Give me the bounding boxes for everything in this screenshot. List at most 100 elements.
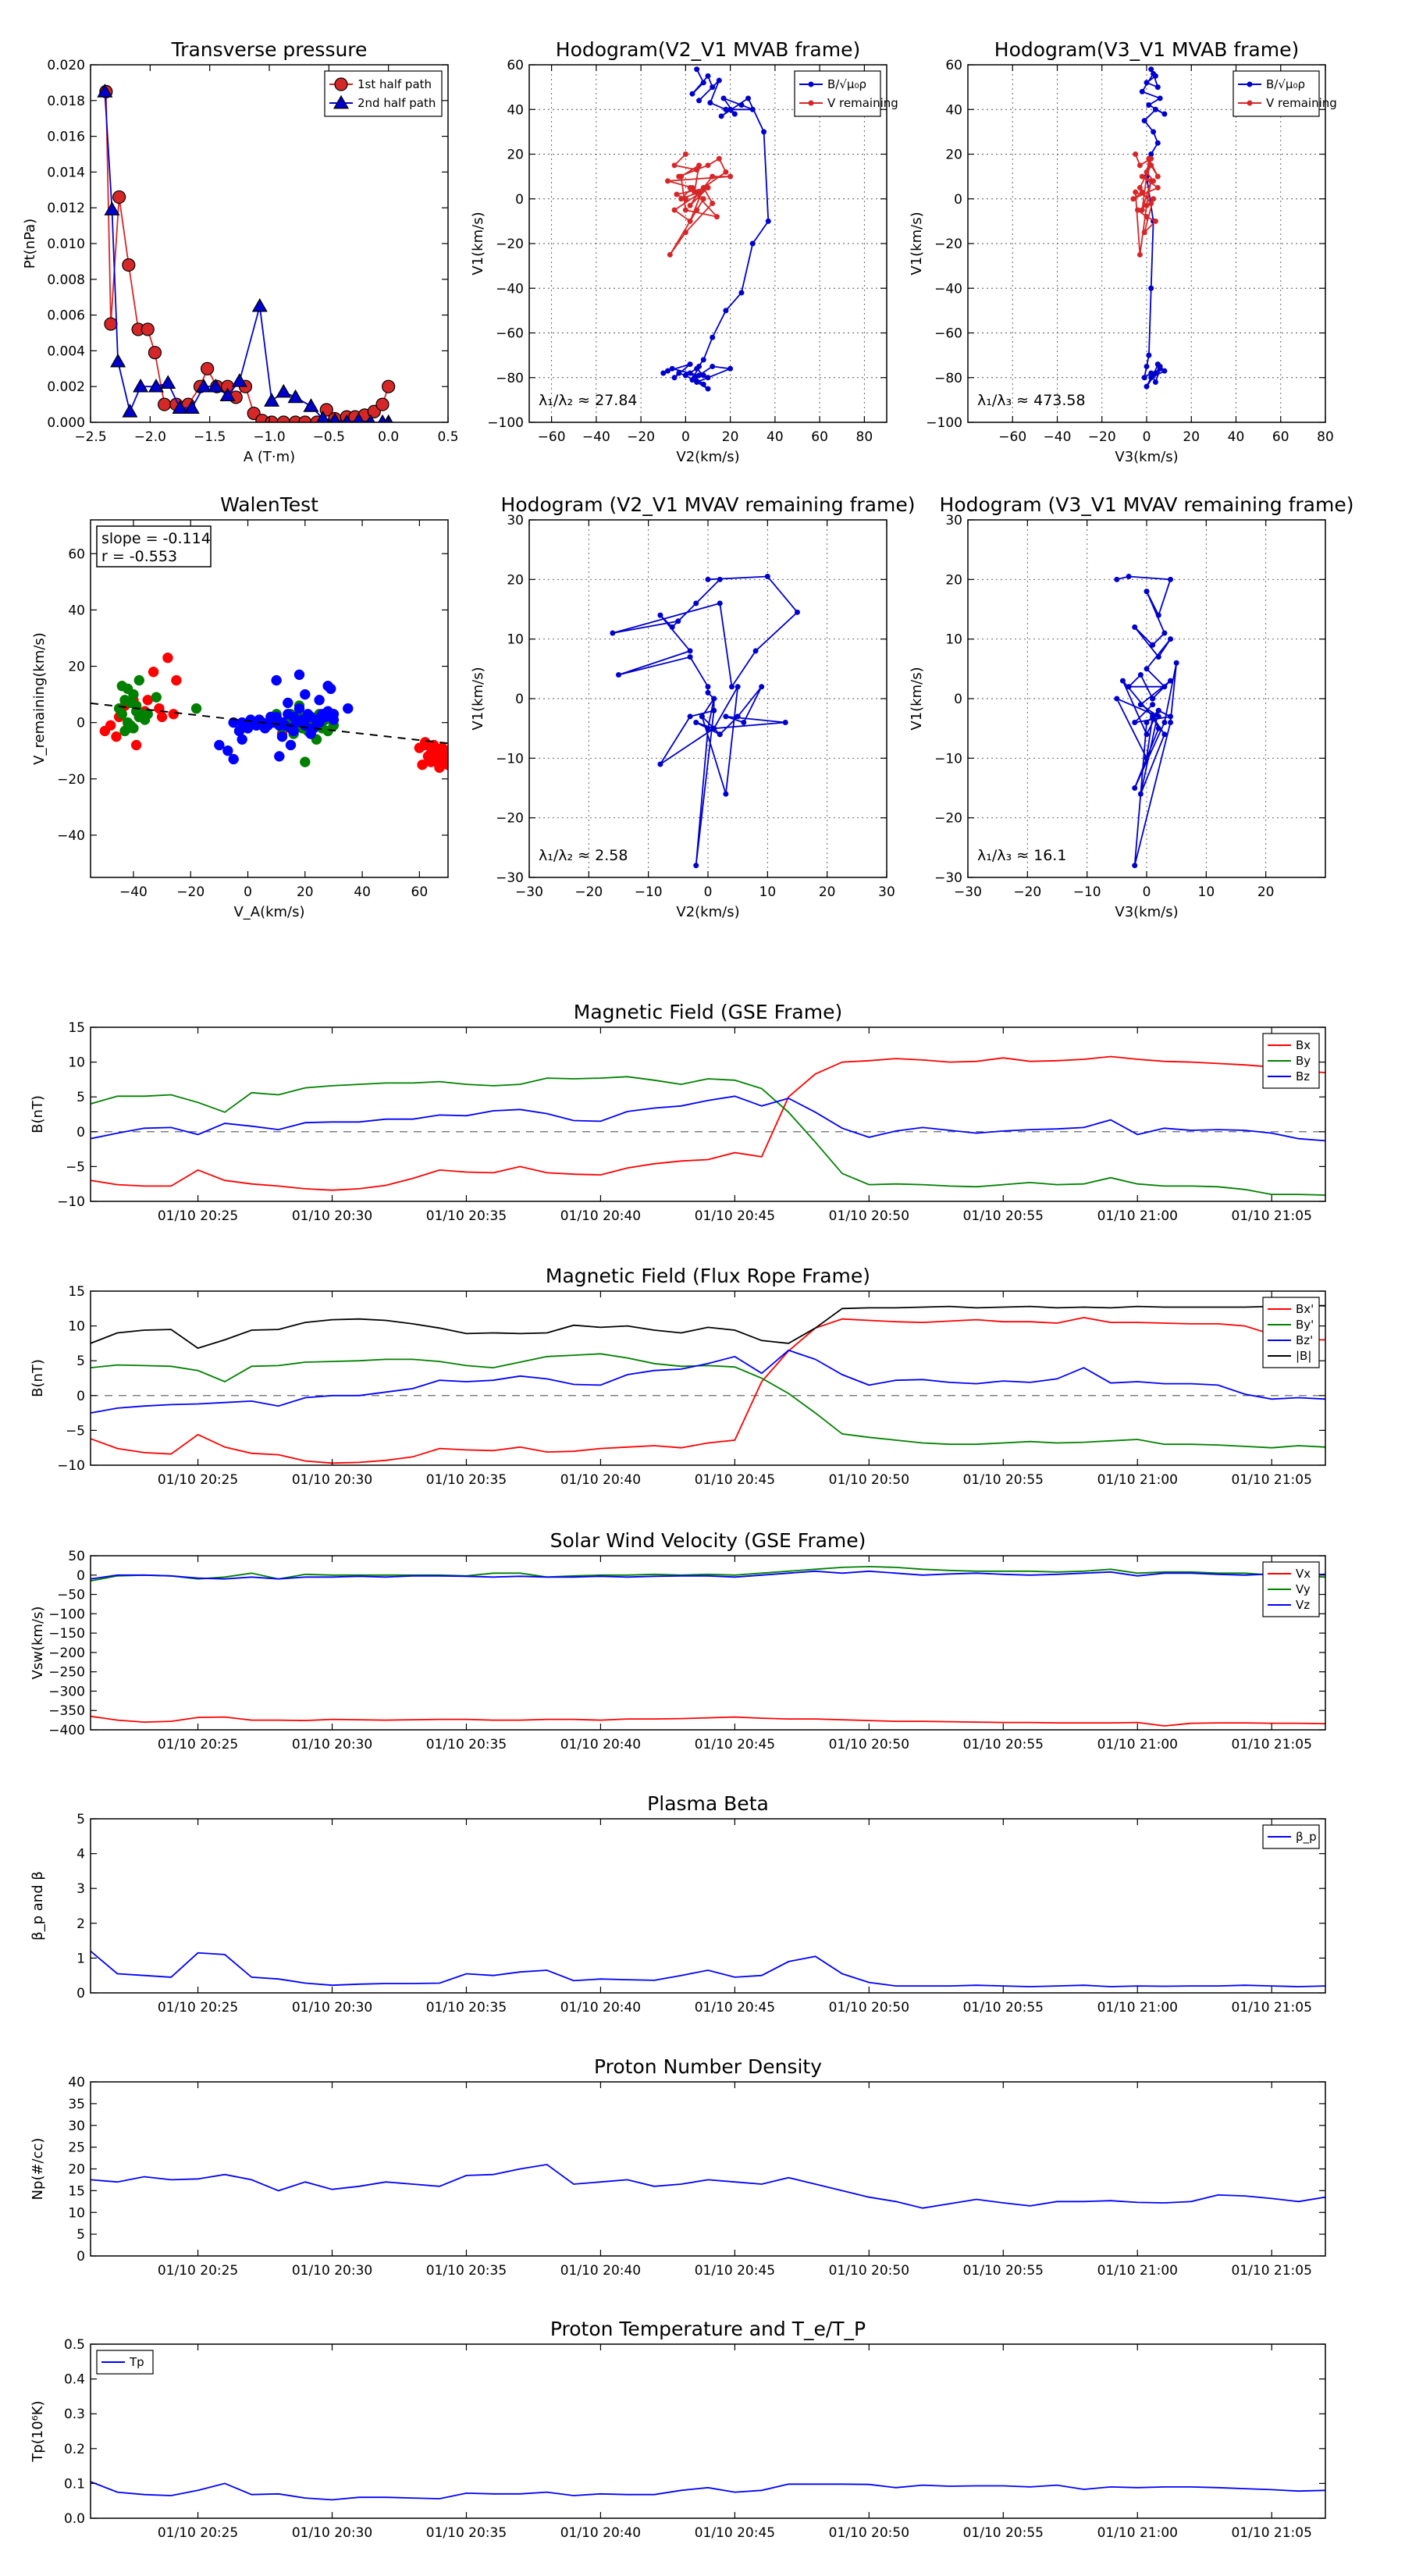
data-point xyxy=(693,720,699,726)
x-tick-label: −0.5 xyxy=(313,429,345,445)
legend-marker xyxy=(333,94,350,109)
data-point xyxy=(439,745,448,756)
y-tick-label: 3 xyxy=(76,1881,85,1897)
y-axis-label: V1(km/s) xyxy=(909,212,925,275)
data-point xyxy=(1168,713,1174,720)
chart-title: Plasma Beta xyxy=(647,1792,769,1815)
data-point xyxy=(116,709,128,720)
x-tick-label: 01/10 20:25 xyxy=(158,2263,238,2279)
data-point xyxy=(682,207,688,213)
x-tick-label: 40 xyxy=(767,429,784,445)
x-tick-label: 01/10 20:50 xyxy=(829,2525,909,2541)
data-point xyxy=(711,707,717,713)
data-point xyxy=(1132,863,1138,869)
data-point xyxy=(342,414,352,422)
y-tick-label: −10 xyxy=(934,751,962,767)
x-tick-label: 10 xyxy=(759,884,777,900)
x-tick-label: 01/10 20:30 xyxy=(292,1208,372,1224)
x-tick-label: 01/10 20:40 xyxy=(560,1208,641,1224)
data-point xyxy=(667,251,673,258)
legend-marker xyxy=(808,100,814,106)
series-line xyxy=(91,1715,1325,1727)
plot-area xyxy=(91,1565,1325,1727)
x-tick-label: −20 xyxy=(1088,429,1116,445)
axes-frame xyxy=(90,1555,1326,1731)
data-point xyxy=(1155,713,1161,720)
data-point xyxy=(700,184,706,190)
y-tick-label: −60 xyxy=(934,326,962,342)
data-point xyxy=(694,66,700,73)
data-point xyxy=(705,386,711,392)
y-tick-label: 0.018 xyxy=(47,94,85,109)
y-tick-label: −80 xyxy=(496,371,524,386)
chart-title: Hodogram (V3_V1 MVAV remaining frame) xyxy=(940,493,1354,516)
x-tick-label: −30 xyxy=(515,884,543,900)
data-point xyxy=(1133,189,1139,195)
x-tick-label: −40 xyxy=(1044,429,1072,445)
y-tick-label: −100 xyxy=(926,415,962,431)
data-point xyxy=(707,100,713,106)
plot-area xyxy=(1114,574,1179,869)
y-tick-label: 0 xyxy=(76,1568,85,1584)
legend-marker xyxy=(1247,100,1253,106)
y-tick-label: 20 xyxy=(945,572,962,588)
data-point xyxy=(1144,214,1150,220)
series-line xyxy=(91,1076,1325,1196)
x-tick-label: 01/10 20:50 xyxy=(829,2000,909,2016)
x-tick-label: 01/10 20:40 xyxy=(560,1472,641,1488)
data-point xyxy=(1146,352,1152,358)
x-tick-label: 01/10 20:30 xyxy=(292,2525,372,2541)
data-point xyxy=(700,357,706,363)
y-tick-label: 0.010 xyxy=(47,237,85,252)
y-tick-label: 0.002 xyxy=(47,379,85,395)
y-axis-label: Pt(nPa) xyxy=(22,219,38,269)
y-tick-label: 30 xyxy=(68,2119,85,2134)
y-tick-label: −40 xyxy=(57,828,85,844)
x-tick-label: 01/10 20:55 xyxy=(963,1472,1044,1488)
data-point xyxy=(664,368,670,374)
data-point xyxy=(1133,151,1139,157)
legend-marker xyxy=(1247,81,1253,87)
x-tick-label: 01/10 20:50 xyxy=(829,1737,909,1752)
data-point xyxy=(616,671,621,678)
x-tick-label: 01/10 21:00 xyxy=(1097,1472,1178,1488)
data-point xyxy=(276,731,288,742)
x-tick-label: 01/10 20:55 xyxy=(963,2525,1044,2541)
data-point xyxy=(1148,162,1154,169)
y-tick-label: 0.5 xyxy=(64,2337,85,2353)
y-tick-label: 25 xyxy=(68,2140,85,2156)
data-point xyxy=(674,191,680,197)
data-point xyxy=(705,162,711,169)
data-point xyxy=(1136,251,1143,258)
data-point xyxy=(696,162,702,169)
data-point xyxy=(687,361,693,368)
data-point xyxy=(687,370,693,376)
axes-frame xyxy=(90,2343,1326,2519)
y-tick-label: 15 xyxy=(68,1284,85,1300)
y-tick-label: −10 xyxy=(496,751,524,767)
data-point xyxy=(1141,229,1147,236)
x-tick-label: 20 xyxy=(1183,429,1200,445)
x-tick-label: 01/10 20:35 xyxy=(426,1737,507,1752)
x-tick-label: 20 xyxy=(722,429,739,445)
data-point xyxy=(705,375,711,381)
data-point xyxy=(133,674,145,686)
data-point xyxy=(723,106,729,112)
data-point xyxy=(365,414,375,422)
chart-title: WalenTest xyxy=(220,493,318,516)
data-point xyxy=(765,218,771,224)
data-point xyxy=(265,415,279,422)
data-point xyxy=(1144,720,1150,726)
chart-tpp: 01/10 20:25 01/10 20:30 01/10 20:35 01/10 2… xyxy=(30,2318,1326,2541)
data-point xyxy=(738,102,745,109)
data-point xyxy=(1150,702,1156,708)
data-point xyxy=(231,373,247,387)
y-tick-label: 0 xyxy=(515,692,524,707)
data-point xyxy=(1144,666,1150,672)
data-point xyxy=(428,739,439,751)
y-tick-label: 0.3 xyxy=(64,2407,85,2422)
data-point xyxy=(271,674,282,686)
y-tick-label: −20 xyxy=(934,811,962,827)
legend-label: Vz xyxy=(1296,1598,1310,1612)
y-tick-label: −20 xyxy=(496,237,524,252)
